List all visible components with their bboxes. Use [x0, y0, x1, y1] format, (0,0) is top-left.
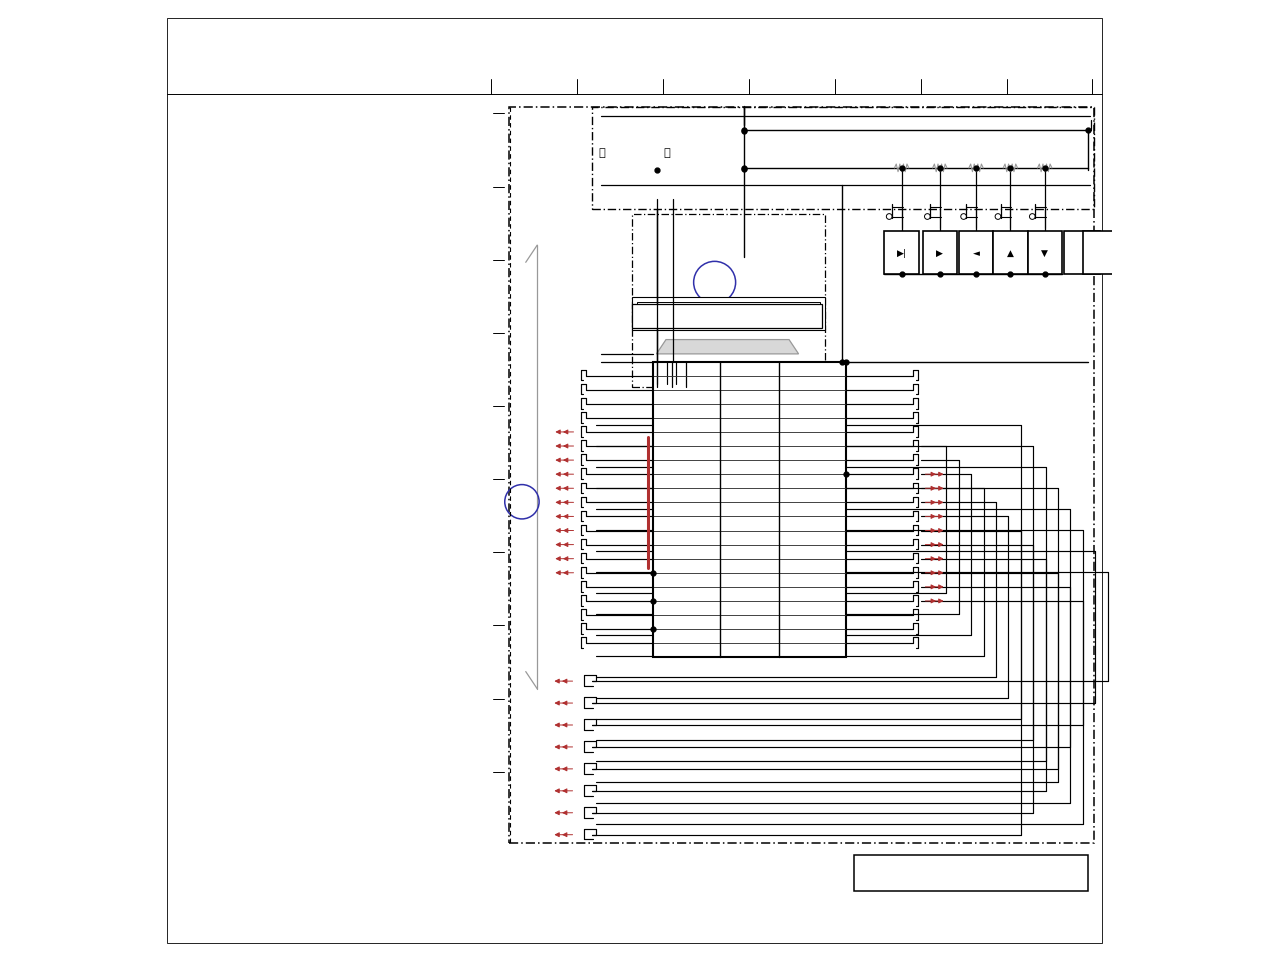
Text: 【: 【	[598, 148, 605, 157]
Bar	[1082, 232, 1119, 274]
Bar	[591, 108, 1094, 210]
Text: ▲: ▲	[1006, 249, 1014, 257]
Text: ▶|: ▶|	[897, 249, 906, 257]
Bar	[854, 855, 1088, 891]
Text: ▼: ▼	[1042, 249, 1048, 257]
Text: ▶: ▶	[937, 249, 943, 257]
Bar	[1028, 232, 1062, 274]
Bar	[632, 297, 825, 331]
Bar	[632, 214, 825, 388]
Polygon shape	[656, 340, 798, 355]
Bar	[959, 232, 994, 274]
Bar	[1063, 232, 1100, 274]
Bar	[509, 108, 1094, 843]
Bar	[637, 303, 820, 325]
Text: ◄: ◄	[972, 249, 980, 257]
Bar	[884, 232, 919, 274]
Bar	[632, 305, 822, 329]
Bar	[923, 232, 957, 274]
Text: 】: 】	[664, 148, 670, 157]
Bar	[652, 362, 846, 658]
Bar	[994, 232, 1028, 274]
